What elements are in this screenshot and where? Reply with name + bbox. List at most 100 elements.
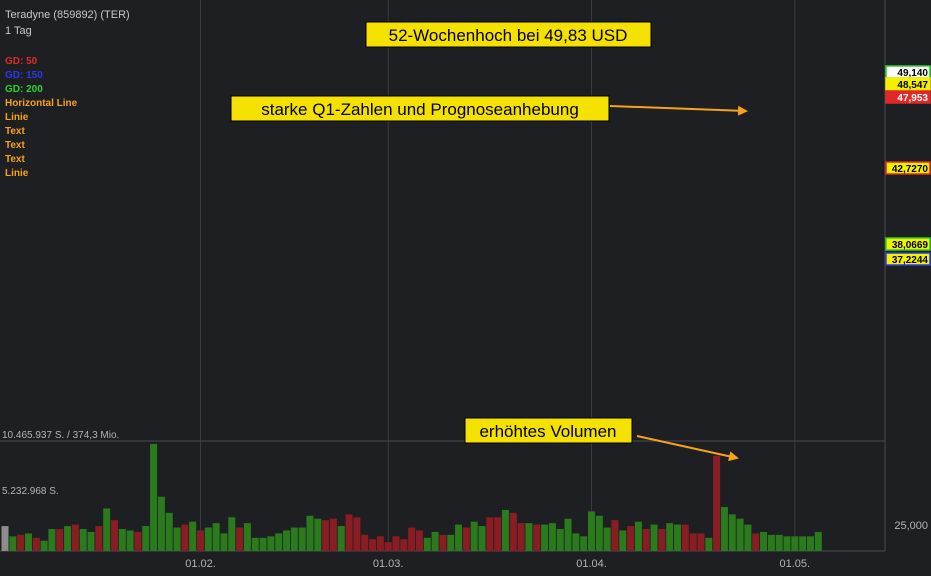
legend-gd50[interactable]: GD: 50 — [5, 56, 38, 67]
volume-bar — [259, 537, 267, 551]
chart-title: Teradyne (859892) (TER) — [5, 9, 130, 21]
volume-bar — [400, 539, 408, 551]
price-tag: 37,2244 — [885, 252, 931, 266]
volume-bar — [431, 531, 439, 551]
volume-bar — [306, 515, 314, 551]
volume-bar — [298, 527, 306, 551]
volume-max-label: 10.465.937 S. / 374,3 Mio. — [2, 430, 119, 441]
price-tag-value: 42,7270 — [892, 164, 929, 175]
annotation-arrow — [636, 435, 739, 462]
annotation-52-week-high[interactable]: 52-Wochenhoch bei 49,83 USD — [365, 21, 652, 48]
volume-bar — [103, 508, 111, 551]
annotation-q1[interactable]: starke Q1-Zahlen und Prognoseanhebung — [230, 95, 748, 122]
annotation-text: erhöhtes Volumen — [479, 422, 616, 441]
volume-bar — [455, 524, 463, 551]
volume-bar — [236, 527, 244, 551]
volume-bar — [509, 512, 517, 551]
volume-bar — [548, 523, 556, 551]
x-tick-label: 01.04. — [576, 558, 607, 570]
volume-bar — [361, 534, 369, 551]
date-axis: 01.02. 01.03. 01.04. 01.05. — [185, 558, 810, 570]
price-tag-value: 37,2244 — [892, 255, 929, 266]
volume-bar — [470, 521, 478, 551]
volume-bar — [197, 530, 204, 551]
volume-bar — [541, 524, 549, 551]
volume-bar — [439, 534, 447, 551]
volume-bar — [517, 523, 525, 551]
volume-bar — [619, 530, 627, 551]
volume-bar — [329, 518, 337, 551]
legend-text-1[interactable]: Text — [5, 126, 25, 137]
volume-bar — [275, 533, 283, 551]
volume-bar — [32, 537, 40, 551]
volume-bar — [791, 536, 799, 551]
volume-bar — [314, 518, 322, 551]
volume-bar — [157, 496, 165, 551]
volume-bar — [408, 527, 416, 551]
legend-gd200[interactable]: GD: 200 — [5, 84, 43, 95]
volume-bar — [603, 527, 611, 551]
legend-text-3[interactable]: Text — [5, 154, 25, 165]
volume-bar — [525, 523, 533, 551]
legend-text-2[interactable]: Text — [5, 140, 25, 151]
price-tag-box — [885, 161, 931, 175]
annotation-volume[interactable]: erhöhtes Volumen — [464, 417, 739, 462]
volume-bar — [415, 530, 423, 551]
volume-bar — [595, 515, 603, 551]
volume-bar — [728, 514, 736, 551]
volume-bar — [126, 530, 134, 551]
volume-bar — [650, 524, 658, 551]
volume-bar — [290, 527, 298, 551]
volume-bar — [1, 526, 9, 551]
volume-bar — [814, 531, 822, 551]
legend-gd150[interactable]: GD: 150 — [5, 70, 43, 81]
price-tag-box — [885, 252, 931, 266]
volume-bar — [806, 536, 814, 551]
volume-bar — [337, 526, 345, 551]
volume-bar — [142, 526, 150, 551]
legend-line-2[interactable]: Linie — [5, 168, 29, 179]
volume-bar — [705, 537, 713, 551]
annotation-text: 52-Wochenhoch bei 49,83 USD — [389, 26, 628, 45]
volume-bars — [1, 443, 822, 551]
volume-bar — [533, 524, 541, 551]
volume-bar — [478, 526, 486, 551]
annotation-box — [230, 95, 610, 122]
chart-interval: 1 Tag — [5, 25, 32, 37]
price-tag-box — [885, 90, 931, 104]
legend-horizontal-line[interactable]: Horizontal Line — [5, 98, 78, 109]
volume-bar — [494, 517, 502, 551]
price-tag-box — [885, 77, 931, 91]
volume-bar — [17, 534, 25, 551]
volume-bar — [580, 536, 588, 551]
price-tag: 49,140 — [885, 65, 931, 79]
volume-bar — [720, 507, 728, 551]
price-tag: 47,953 — [885, 90, 931, 104]
volume-bar — [799, 536, 807, 551]
volume-bar — [243, 523, 251, 551]
volume-bar — [40, 540, 48, 551]
price-tag-box — [885, 237, 931, 251]
x-tick-label: 01.02. — [185, 558, 216, 570]
volume-bar — [345, 514, 353, 551]
price-tag-value: 48,547 — [897, 80, 928, 91]
legend-line-1[interactable]: Linie — [5, 112, 29, 123]
price-tag-value: 49,140 — [897, 68, 928, 79]
volume-bar — [24, 533, 32, 551]
indicator-legend: GD: 50 GD: 150 GD: 200 Horizontal Line L… — [5, 56, 78, 179]
volume-bar — [681, 524, 689, 551]
x-tick-label: 01.03. — [373, 558, 404, 570]
volume-bar — [674, 524, 682, 551]
volume-bar — [48, 529, 56, 551]
volume-bar — [95, 526, 103, 551]
volume-bar — [486, 517, 494, 551]
volume-bar — [64, 526, 72, 551]
annotation-text: starke Q1-Zahlen und Prognoseanhebung — [261, 100, 579, 119]
volume-bar — [173, 527, 181, 551]
volume-bar — [775, 534, 783, 551]
volume-bar — [150, 443, 158, 551]
volume-bar — [376, 536, 384, 551]
price-tag: 42,7270 — [885, 161, 931, 175]
